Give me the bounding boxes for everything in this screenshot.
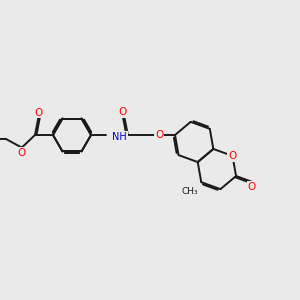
Text: O: O [248, 182, 256, 192]
Text: O: O [155, 130, 164, 140]
Text: NH: NH [112, 132, 127, 142]
Text: O: O [118, 107, 126, 117]
Text: O: O [228, 151, 237, 161]
Text: O: O [17, 148, 25, 158]
Text: CH₃: CH₃ [182, 187, 198, 196]
Text: O: O [34, 107, 43, 118]
